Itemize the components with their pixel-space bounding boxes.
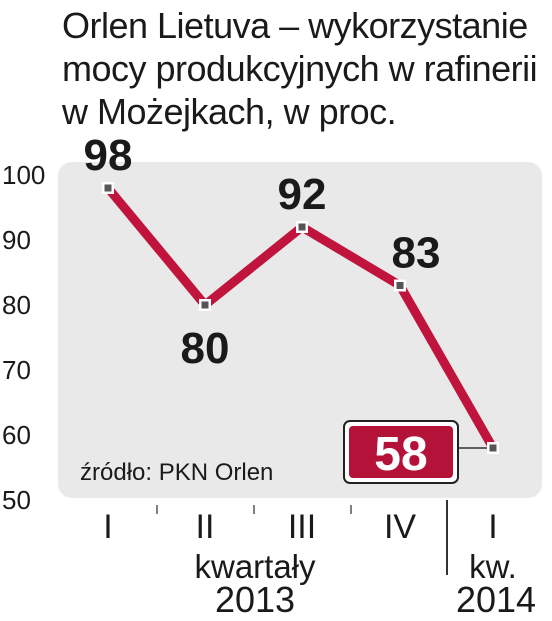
highlight-label: 58 [343,420,487,484]
data-label: 80 [181,324,230,373]
quarter-prefix-label: kw. [469,548,517,585]
data-label: 98 [84,131,133,180]
value-labels: 98 80 92 83 58 [84,131,487,484]
y-tick-label: 50 [2,485,31,515]
data-point [199,299,211,311]
data-point [102,182,114,194]
y-tick-label: 70 [2,355,31,385]
data-point [487,442,499,454]
y-tick-label: 80 [2,290,31,320]
title-line-3: w Możejkach, w proc. [62,91,397,132]
y-tick-label: 100 [2,160,45,190]
year-label-2013: 2013 [215,579,295,620]
data-point [296,221,308,233]
y-tick-label: 90 [2,225,31,255]
data-point [394,279,406,292]
x-tick-label: II [196,508,215,546]
y-axis: 100 90 80 70 60 50 [2,160,45,515]
title-line-2: mocy produkcyjnych w rafinerii [62,48,538,89]
y-tick-label: 60 [2,420,31,450]
highlight-value: 58 [374,428,427,481]
x-tick-label: I [488,508,497,546]
plot-panel [58,162,542,498]
x-tick-label: III [288,508,316,546]
data-label: 92 [278,170,327,219]
x-tick-label: IV [384,508,416,546]
chart-title: Orlen Lietuva – wykorzystanie mocy produ… [62,4,550,133]
group-label: kwartały [194,548,316,585]
x-tick-label: I [103,508,112,546]
series [102,182,499,454]
year-label-2014: 2014 [456,579,536,620]
source-note: źródło: PKN Orlen [80,459,273,486]
title-line-1: Orlen Lietuva – wykorzystanie [62,5,528,46]
data-label: 83 [392,229,441,278]
